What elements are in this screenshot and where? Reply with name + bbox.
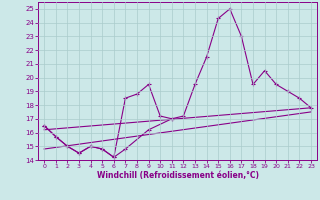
X-axis label: Windchill (Refroidissement éolien,°C): Windchill (Refroidissement éolien,°C) xyxy=(97,171,259,180)
